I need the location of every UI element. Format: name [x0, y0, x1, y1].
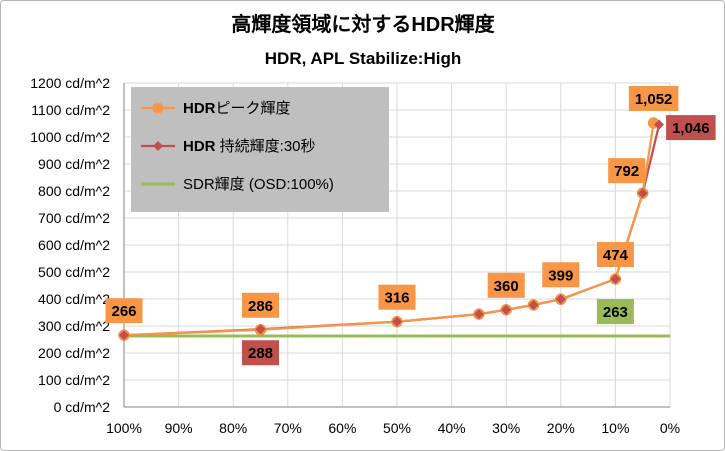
x-tick-label: 70% — [274, 420, 302, 436]
data-label: 286 — [248, 298, 273, 315]
axes: 0 cd/m^2 100 cd/m^2 200 cd/m^2 300 cd/m^2 40… — [30, 75, 680, 436]
x-tick-label: 50% — [383, 420, 411, 436]
y-tick-label: 900 cd/m^2 — [38, 156, 110, 172]
y-tick-label: 100 cd/m^2 — [38, 372, 110, 388]
data-label: 263 — [603, 304, 628, 321]
x-tick-label: 90% — [165, 420, 193, 436]
x-tick-label: 60% — [328, 420, 356, 436]
point-marker — [555, 294, 566, 305]
data-label: 266 — [111, 303, 136, 320]
y-tick-label: 1100 cd/m^2 — [31, 102, 110, 118]
y-tick-label: 0 cd/m^2 — [54, 399, 111, 415]
x-tick-label: 40% — [438, 420, 466, 436]
data-labels: 266 286 316 360 399 474 792 1,052 288 1,046 263 — [105, 85, 716, 366]
point-marker — [637, 188, 648, 199]
point-marker — [528, 299, 539, 310]
data-label-box — [608, 158, 646, 184]
data-label-box — [105, 298, 143, 324]
data-label-box — [487, 272, 525, 298]
point-marker — [610, 274, 621, 285]
y-tick-label: 300 cd/m^2 — [38, 318, 110, 334]
series-markers — [118, 117, 665, 341]
x-tick-label: 0% — [660, 420, 680, 436]
data-label-box — [596, 298, 634, 324]
data-label-box — [241, 292, 280, 318]
y-tick-label: 1000 cd/m^2 — [30, 129, 110, 145]
data-label-box — [378, 284, 416, 310]
chart-subtitle: HDR, APL Stabilize:High — [265, 49, 461, 68]
y-tick-label: 200 cd/m^2 — [38, 345, 110, 361]
y-tick-label: 700 cd/m^2 — [38, 210, 110, 226]
legend-swatch-marker — [152, 102, 164, 114]
y-tick-label: 500 cd/m^2 — [38, 264, 110, 280]
series-lines — [123, 122, 670, 338]
legend: HDRピーク輝度 HDR 持続輝度:30秒 SDR輝度 (OSD:100%) — [131, 87, 389, 212]
chart-title: 高輝度領域に対するHDR輝度 — [231, 12, 495, 36]
x-tick-label: 30% — [492, 420, 520, 436]
point-marker — [654, 119, 665, 130]
data-label: 792 — [614, 163, 639, 180]
data-label: 474 — [603, 247, 629, 264]
x-tick-label: 20% — [547, 420, 575, 436]
data-label-box — [596, 242, 634, 268]
data-label-box — [666, 115, 716, 141]
data-label: 1,046 — [672, 120, 710, 137]
data-label-box — [628, 85, 679, 111]
y-tick-label: 800 cd/m^2 — [38, 183, 110, 199]
legend-label: SDR輝度 (OSD:100%) — [183, 176, 334, 193]
point-marker — [119, 330, 129, 341]
x-tick-label: 100% — [106, 420, 142, 436]
point-marker — [392, 316, 402, 327]
point-marker — [255, 324, 266, 335]
y-tick-label: 600 cd/m^2 — [38, 237, 110, 253]
point-marker — [501, 304, 512, 315]
data-label: 316 — [384, 290, 409, 307]
x-tick-label: 10% — [601, 420, 629, 436]
data-label: 360 — [494, 278, 519, 295]
data-label: 1,052 — [635, 91, 673, 108]
y-tick-label: 400 cd/m^2 — [38, 291, 110, 307]
legend-swatch-marker — [153, 141, 163, 151]
data-label-box — [241, 340, 280, 366]
legend-label: HDR 持続輝度:30秒 — [183, 138, 316, 155]
y-tick-label: 1200 cd/m^2 — [30, 75, 110, 91]
point-marker — [473, 309, 484, 320]
x-tick-label: 80% — [219, 420, 247, 436]
data-label: 288 — [248, 345, 273, 362]
series-line — [123, 122, 655, 337]
data-label-box — [542, 262, 580, 288]
legend-label: HDRピーク輝度 — [183, 100, 291, 117]
data-label: 399 — [548, 267, 573, 284]
